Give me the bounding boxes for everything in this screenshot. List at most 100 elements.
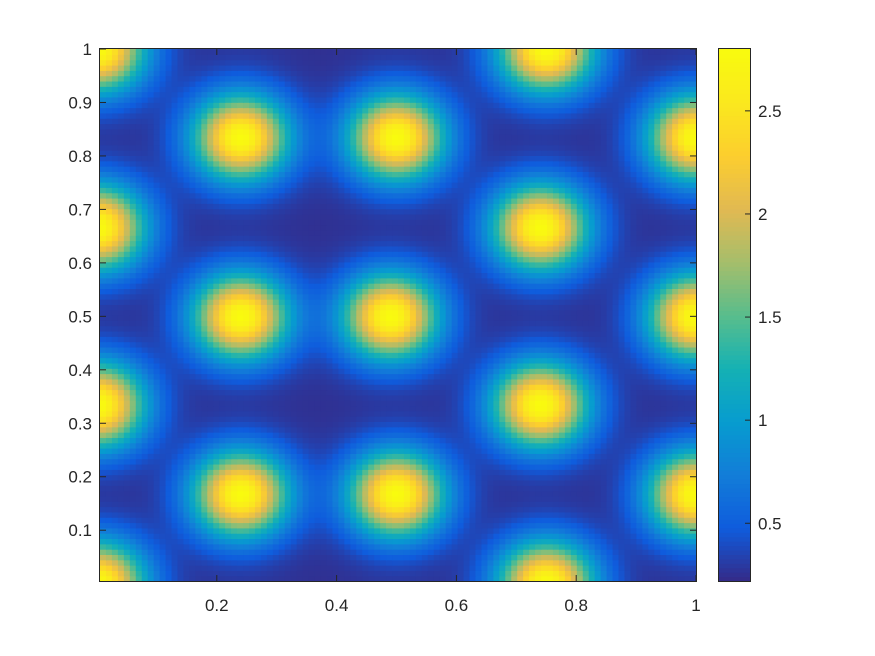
heatmap-cell xyxy=(481,378,488,385)
heatmap-cell xyxy=(398,426,405,433)
heatmap-cell xyxy=(231,320,238,327)
heatmap-cell xyxy=(684,495,691,502)
heatmap-cell xyxy=(612,474,620,481)
heatmap-cell xyxy=(415,341,423,348)
heatmap-cell xyxy=(219,362,226,369)
heatmap-cell xyxy=(475,485,483,492)
heatmap-cell xyxy=(624,437,632,444)
heatmap-cell xyxy=(529,330,536,337)
heatmap-cell xyxy=(320,495,328,502)
heatmap-cell xyxy=(249,570,256,577)
heatmap-cell xyxy=(320,325,328,332)
heatmap-cell xyxy=(415,394,423,401)
heatmap-cell xyxy=(564,559,572,566)
heatmap-cell xyxy=(380,559,387,566)
heatmap-cell xyxy=(547,549,554,555)
heatmap-cell xyxy=(296,506,304,513)
heatmap-cell xyxy=(523,368,530,375)
heatmap-cell xyxy=(350,373,357,380)
heatmap-cell xyxy=(541,330,548,337)
heatmap-cell xyxy=(517,400,524,407)
heatmap-cell xyxy=(386,437,393,444)
heatmap-cell xyxy=(332,389,339,396)
heatmap-cell xyxy=(225,474,232,481)
heatmap-cell xyxy=(326,320,334,327)
heatmap-cell xyxy=(284,442,292,449)
heatmap-cell xyxy=(326,362,334,369)
heatmap-cell xyxy=(409,400,417,407)
heatmap-cell xyxy=(642,389,649,396)
heatmap-cell xyxy=(678,570,685,577)
heatmap-cell xyxy=(648,511,655,518)
heatmap-cell xyxy=(141,453,149,460)
heatmap-cell xyxy=(344,538,351,545)
heatmap-cell xyxy=(606,373,614,380)
heatmap-cell xyxy=(290,325,298,332)
heatmap-cell xyxy=(213,565,220,571)
heatmap-cell xyxy=(219,384,226,391)
heatmap-cell xyxy=(189,453,196,460)
heatmap-cell xyxy=(344,485,351,492)
heatmap-cell xyxy=(272,474,280,481)
heatmap-cell xyxy=(606,533,614,540)
heatmap-cell xyxy=(594,506,602,513)
heatmap-cell xyxy=(600,565,608,571)
heatmap-cell xyxy=(207,330,214,337)
heatmap-cell xyxy=(392,565,399,571)
heatmap-cell xyxy=(278,442,286,449)
heatmap-cell xyxy=(308,378,316,385)
heatmap-cell xyxy=(409,315,417,321)
heatmap-cell xyxy=(648,421,655,428)
heatmap-cell xyxy=(535,315,542,321)
heatmap-cell xyxy=(326,511,334,518)
heatmap-cell xyxy=(243,527,250,534)
heatmap-cell xyxy=(606,362,614,369)
heatmap-cell xyxy=(272,405,280,412)
heatmap-cell xyxy=(141,368,149,375)
heatmap-cell xyxy=(481,565,488,571)
heatmap-cell xyxy=(445,426,453,433)
heatmap-cell xyxy=(320,554,328,561)
heatmap-cell xyxy=(469,570,477,577)
heatmap-cell xyxy=(684,426,691,433)
heatmap-cell xyxy=(564,490,572,497)
heatmap-cell xyxy=(403,511,411,518)
heatmap-cell xyxy=(678,336,685,343)
heatmap-cell xyxy=(123,421,131,428)
heatmap-cell xyxy=(100,533,107,540)
heatmap-cell xyxy=(135,384,143,391)
heatmap-cell xyxy=(666,448,673,454)
heatmap-cell xyxy=(368,357,375,364)
heatmap-cell xyxy=(183,453,190,460)
heatmap-cell xyxy=(368,469,375,476)
heatmap-cell xyxy=(612,448,620,454)
heatmap-cell xyxy=(314,389,322,396)
heatmap-cell xyxy=(523,352,530,359)
heatmap-cell xyxy=(487,336,494,343)
heatmap-cell xyxy=(648,501,655,508)
heatmap-cell xyxy=(433,346,441,353)
heatmap-cell xyxy=(266,463,274,470)
heatmap-cell xyxy=(332,357,339,364)
heatmap-cell xyxy=(600,421,608,428)
heatmap-cell xyxy=(600,549,608,555)
heatmap-cell xyxy=(141,554,149,561)
heatmap-cell xyxy=(463,554,471,561)
heatmap-cell xyxy=(415,485,423,492)
heatmap-cell xyxy=(225,559,232,566)
heatmap-cell xyxy=(594,501,602,508)
heatmap-cell xyxy=(481,362,488,369)
heatmap-cell xyxy=(636,453,643,460)
heatmap-cell xyxy=(308,458,316,465)
heatmap-cell xyxy=(624,554,632,561)
heatmap-cell xyxy=(296,416,304,422)
heatmap-cell xyxy=(189,320,196,327)
heatmap-cell xyxy=(243,389,250,396)
heatmap-cell xyxy=(326,448,334,454)
heatmap-cell xyxy=(356,448,363,454)
heatmap-cell xyxy=(243,517,250,524)
heatmap-cell xyxy=(272,357,280,364)
heatmap-cell xyxy=(588,463,596,470)
heatmap-cell xyxy=(445,517,453,524)
heatmap-cell xyxy=(594,352,602,359)
